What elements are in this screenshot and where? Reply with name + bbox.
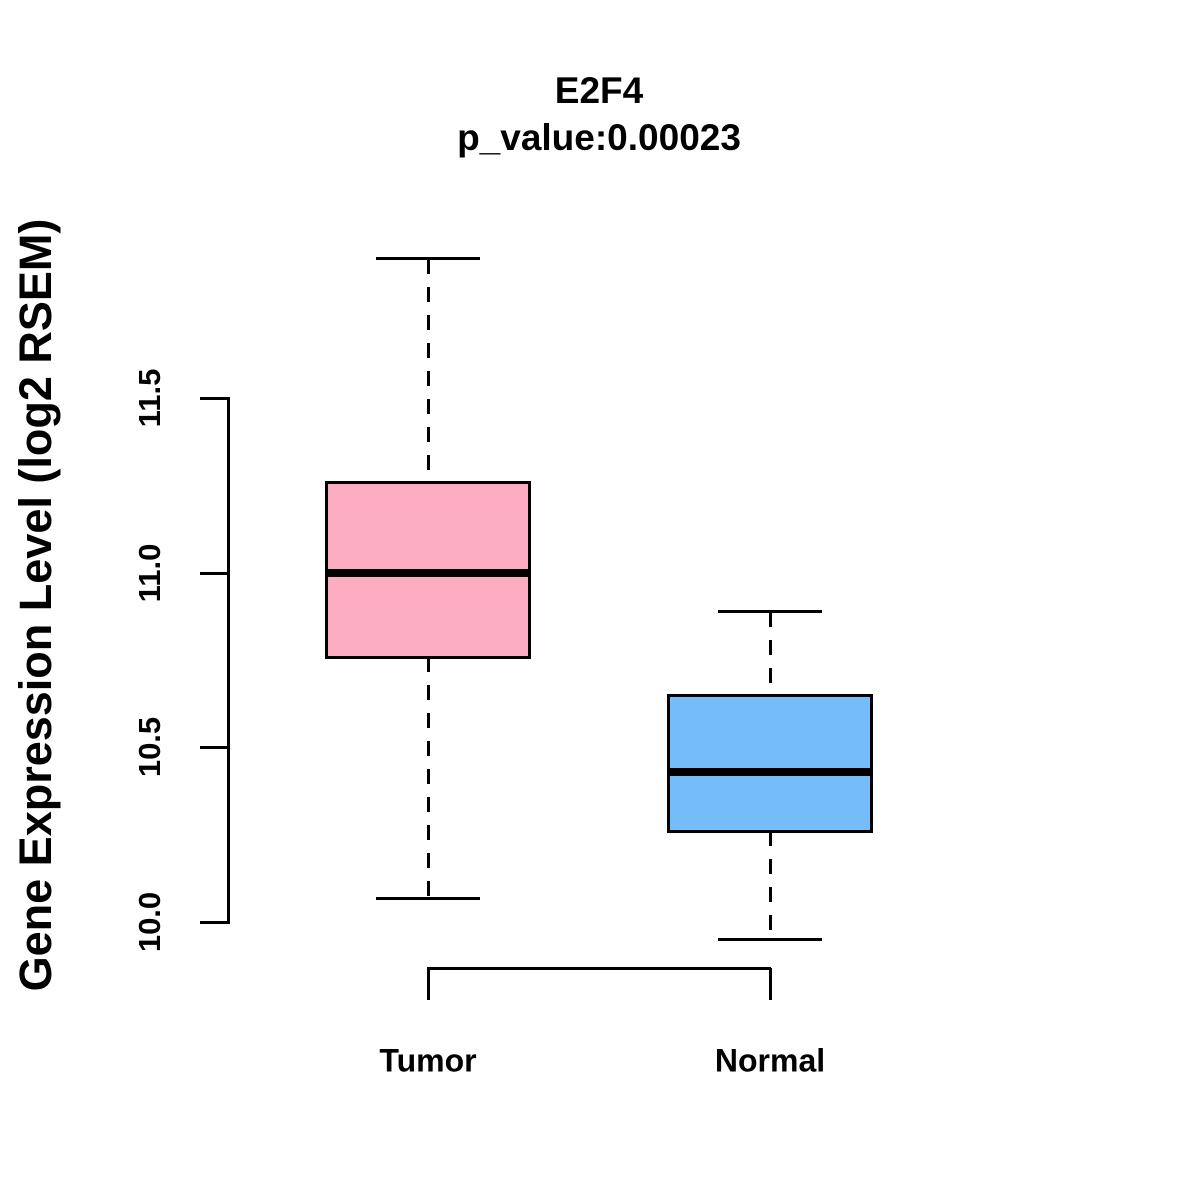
- lower-whisker: [427, 657, 430, 897]
- whisker-cap-top: [376, 257, 480, 260]
- chart-subtitle: p_value:0.00023: [457, 117, 741, 158]
- y-tick-mark: [200, 572, 230, 575]
- y-tick-label: 10.5: [132, 716, 167, 778]
- upper-whisker: [427, 259, 430, 482]
- y-axis-label: Gene Expression Level (log2 RSEM): [10, 218, 61, 992]
- y-axis-line: [227, 397, 230, 924]
- whisker-cap-bottom: [376, 897, 480, 900]
- chart-title: E2F4: [554, 70, 644, 111]
- x-tick-mark: [427, 968, 430, 1000]
- y-tick-label: 10.0: [132, 891, 167, 953]
- x-axis-line: [427, 967, 771, 970]
- x-tick-mark: [769, 968, 772, 1000]
- x-category-label-normal: Normal: [714, 1042, 826, 1079]
- y-tick-label: 11.0: [132, 543, 167, 603]
- whisker-cap-bottom: [718, 938, 822, 941]
- box-normal: [667, 694, 873, 833]
- x-category-label-tumor: Tumor: [379, 1042, 477, 1079]
- y-tick-mark: [200, 921, 230, 924]
- whisker-cap-top: [718, 610, 822, 613]
- lower-whisker: [769, 831, 772, 938]
- y-tick-mark: [200, 746, 230, 749]
- median-line-normal: [667, 768, 873, 776]
- y-tick-label: 11.5: [132, 368, 167, 428]
- y-tick-mark: [200, 397, 230, 400]
- upper-whisker: [769, 612, 772, 695]
- median-line-tumor: [325, 569, 531, 577]
